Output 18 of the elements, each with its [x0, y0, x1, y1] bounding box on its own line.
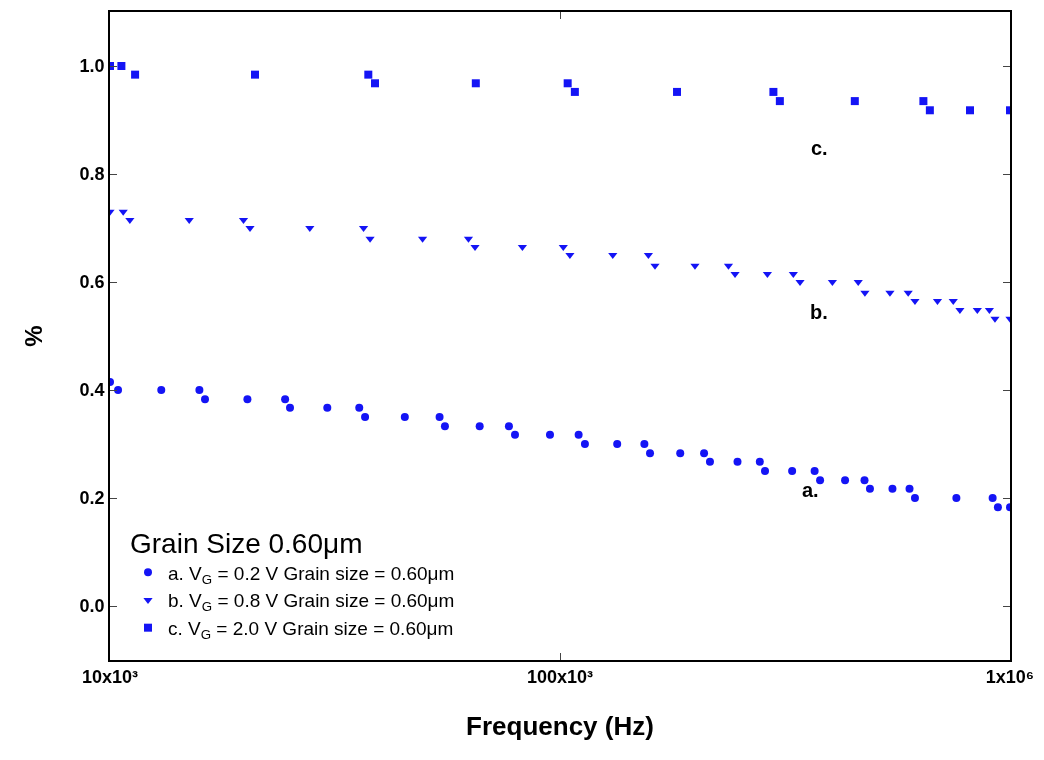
- y-tick-label: 0.6: [79, 272, 105, 293]
- y-tick-label: 1.0: [79, 56, 105, 77]
- legend-label: b. V$_{G}$ = 0.8 V Grain size = 0.60μm: [168, 590, 455, 615]
- x-tick-label: 1x10⁶: [985, 667, 1035, 688]
- annotation: b.: [810, 301, 828, 323]
- y-tick-label: 0.8: [79, 164, 105, 185]
- legend-title: Grain Size 0.60μm: [130, 528, 363, 560]
- x-axis-title: Frequency (Hz): [466, 710, 654, 741]
- legend-label: c. V$_{G}$ = 2.0 V Grain size = 0.60μm: [168, 618, 454, 643]
- annotation: a.: [802, 479, 819, 501]
- y-tick-label: 0.4: [79, 380, 105, 401]
- y-tick-label: 0.2: [79, 488, 105, 509]
- x-tick-label: 100x10³: [526, 667, 594, 688]
- x-tick-label: 10x10³: [81, 667, 139, 688]
- y-tick-label: 0.0: [79, 596, 105, 617]
- legend-label: a. V$_{G}$ = 0.2 V Grain size = 0.60μm: [168, 562, 455, 587]
- annotation: c.: [811, 137, 828, 159]
- y-axis-title: %: [20, 325, 48, 347]
